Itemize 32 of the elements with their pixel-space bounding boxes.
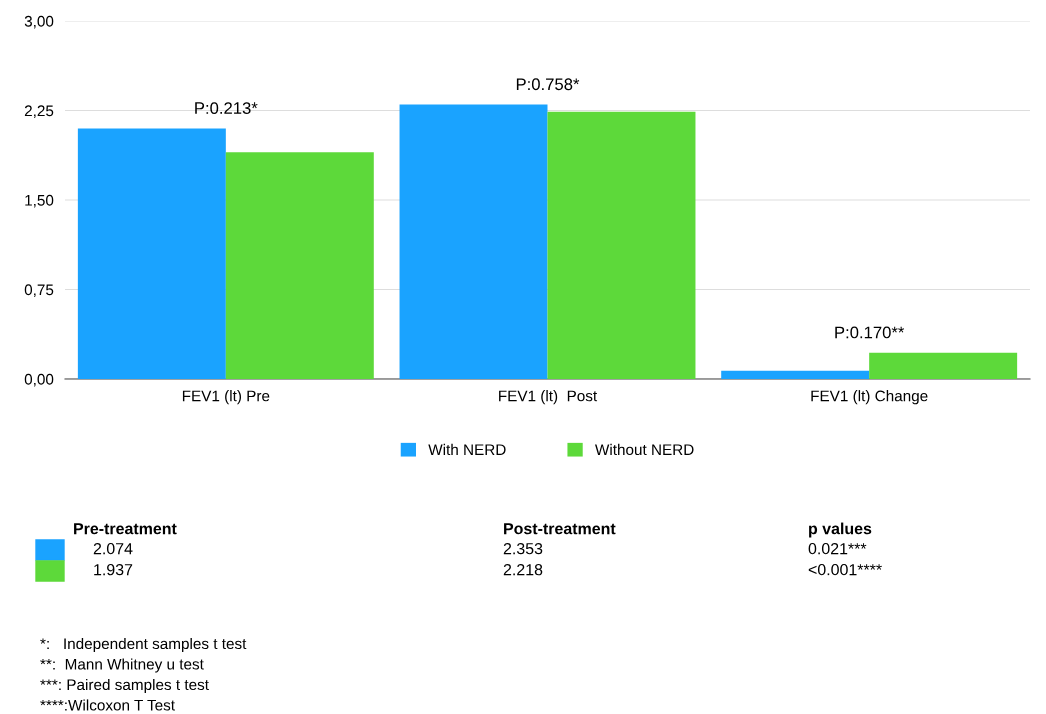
text: 2.074: [93, 542, 133, 555]
text: 1.937: [94, 563, 133, 576]
text: 2.218: [503, 563, 543, 576]
x-tick-label: FEV1 (lt) Post: [499, 390, 598, 405]
text: *: Independent samples t test: [40, 637, 247, 653]
x-tick-label: FEV1 (lt) Change: [811, 390, 928, 405]
text: ***: Paired samples t test: [40, 678, 209, 694]
y-tick-label: 1,50: [25, 194, 54, 208]
annotation: P:0.170**: [835, 326, 905, 339]
y-tick-label: 2,25: [24, 105, 54, 118]
text: 2.353: [503, 542, 543, 555]
text: p values: [809, 522, 872, 538]
text: **: Mann Whitney u test: [40, 658, 204, 673]
bar: [869, 352, 1018, 379]
text: <0.001****: [808, 563, 882, 576]
legend-label: Without NERD: [595, 443, 694, 456]
text: ****:Wilcoxon T Test: [40, 699, 175, 711]
bar: [77, 128, 226, 379]
y-tick-label: 0,75: [24, 284, 54, 297]
legend-label: With NERD: [428, 443, 506, 456]
annotation: P:0.213*: [195, 102, 258, 114]
bar: [547, 111, 696, 379]
text: 0.021***: [808, 542, 867, 555]
x-tick-label: FEV1 (lt) Pre: [182, 390, 270, 405]
annotation: P:0.758*: [516, 78, 580, 91]
y-tick-label: 0,00: [24, 373, 54, 387]
bar: [399, 104, 548, 379]
y-tick-label: 3,00: [24, 15, 54, 29]
text: Pre-treatment: [74, 523, 177, 535]
bar: [225, 152, 374, 379]
bar: [721, 370, 870, 379]
text: Post-treatment: [504, 523, 616, 535]
